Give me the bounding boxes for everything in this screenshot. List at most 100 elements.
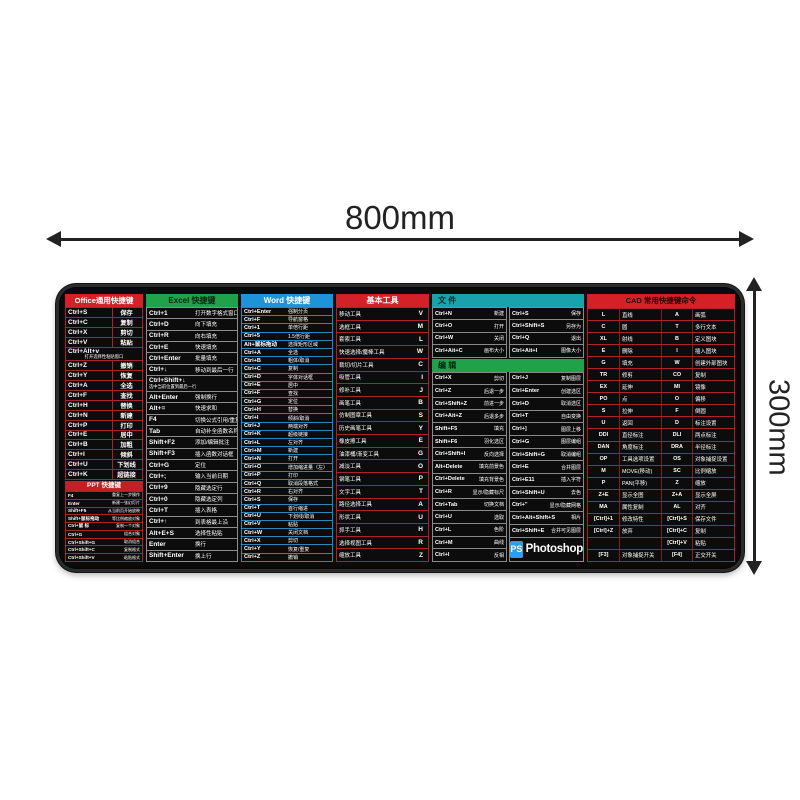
shortcut-label: 移动到最后一行 xyxy=(195,367,234,374)
shortcut-row: Ctrl+Shift+G 取消编组 xyxy=(510,449,583,462)
shortcut-key: Ctrl+T xyxy=(512,413,529,420)
shortcut-row: Ctrl+H 替换 xyxy=(242,406,332,415)
shortcut-label: 直线 xyxy=(619,309,661,321)
shortcut-key: Ctrl+D xyxy=(512,400,529,407)
shortcut-row: Ctrl+Enter 批量填充 xyxy=(147,353,237,365)
shortcut-key: Ctrl+Shift+V xyxy=(68,555,95,561)
shortcut-row: Ctrl+G 定位 xyxy=(147,460,237,472)
shortcut-label: 保存 xyxy=(570,311,581,318)
shortcut-row: Shift+鼠标拖动 等比例缩放对象 xyxy=(66,515,142,524)
shortcut-key: Ctrl+Shift+C xyxy=(68,547,95,553)
cad-row: [Ctrl]+Z 放弃 [Ctrl]+C 复制 xyxy=(588,525,734,538)
shortcut-row: Ctrl+S 保存 xyxy=(242,496,332,505)
shortcut-label: 等比例缩放对象 xyxy=(112,515,140,521)
shortcut-row: Ctrl+1 单倍行距 xyxy=(242,324,332,333)
shortcut-key: G xyxy=(601,359,606,366)
cad-row: DAN 角度标注 DRA 半径标注 xyxy=(588,441,734,454)
shortcut-key: Z+A xyxy=(661,489,692,501)
shortcut-key: S xyxy=(418,411,423,419)
shortcut-label: 填充背景色 xyxy=(478,476,504,483)
edit-shortcut-list-right: Ctrl+J 复制图层 Ctrl+Enter 创建选区 Ctrl+D 取消选区 Ctrl+T… xyxy=(509,371,584,562)
shortcut-key: H xyxy=(418,526,423,534)
shortcut-label: 合并可见图层 xyxy=(550,528,581,535)
shortcut-key: Alt+E+S xyxy=(149,529,174,537)
shortcut-row: Ctrl+Shift+V 粘贴格式 xyxy=(66,554,142,562)
shortcut-key: Ctrl+R xyxy=(149,332,169,340)
shortcut-label: 文字工具 xyxy=(339,489,362,496)
shortcut-row: Ctrl+9 隐藏选定行 xyxy=(147,483,237,494)
shortcut-label: 查找 xyxy=(112,391,140,400)
shortcut-label: 选择视图工具 xyxy=(339,540,373,547)
shortcut-row: Ctrl+U 选取 xyxy=(433,511,506,525)
shortcut-key: Ctrl+X xyxy=(435,375,452,382)
shortcut-label: 关闭文档 xyxy=(288,530,309,537)
shortcut-key: Ctrl+Enter xyxy=(149,354,181,362)
shortcut-row: Ctrl+K 超链接 xyxy=(66,470,142,480)
shortcut-key: Alt+Delete xyxy=(435,463,463,470)
shortcut-key: Alt+鼠标拖动 xyxy=(244,342,278,349)
shortcut-row: 减淡工具 O xyxy=(337,460,428,474)
shortcut-row: Ctrl+1 打开数字格式窗口 xyxy=(147,308,237,320)
shortcut-row: Ctrl+Alt+Shift+S 相片 xyxy=(510,512,583,525)
column-basic-tools: 基本工具 移动工具 V 选框工具 M 套索工具 L 快速选择/魔棒工具 W 裁切/切片工具 C 吸管… xyxy=(336,294,429,563)
shortcut-label: 合并图层 xyxy=(560,464,581,471)
shortcut-row: Ctrl+0 隐藏选定列 xyxy=(147,494,237,506)
shortcut-row: Ctrl+N 打开 xyxy=(242,455,332,464)
shortcut-key: A xyxy=(661,309,692,321)
shortcut-row: Ctrl+G 组合对象 xyxy=(66,531,142,539)
shortcut-row: Ctrl+B 粗体/取消 xyxy=(242,357,332,366)
shortcut-key: OP xyxy=(599,456,608,463)
shortcut-key: Shift+F6 xyxy=(435,438,458,445)
shortcut-label: 缩放 xyxy=(692,477,734,489)
shortcut-row: Ctrl+Enter 创建选区 xyxy=(510,385,583,398)
shortcut-key: [Ctrl]+C xyxy=(661,525,692,537)
shortcut-row: Ctrl+Y 恢复/重复 xyxy=(242,545,332,554)
shortcut-label: 导航窗格 xyxy=(288,317,309,324)
shortcut-row: Alt+= 快速求和 xyxy=(147,403,237,415)
shortcut-key: O xyxy=(661,393,692,405)
shortcut-row: Shift+F5 从当前页开始放映 xyxy=(66,508,142,516)
shortcut-key: C xyxy=(418,361,423,369)
shortcut-key: EX xyxy=(599,383,608,390)
shortcut-key: P xyxy=(601,480,606,487)
edit-section-title: 编 辑 xyxy=(432,358,584,372)
shortcut-label: 字体对话框 xyxy=(288,374,314,381)
shortcut-label: 点 xyxy=(619,393,661,405)
shortcut-label: 粘贴格式 xyxy=(124,554,140,560)
shortcut-label: 取消段落格式 xyxy=(288,481,319,488)
column-cad: CAD 常用快捷键命令 L 直线 A 画弧 C 圆 T 多行文本 XL 射线 B 定义图块 E 删除 I 插入… xyxy=(587,294,735,562)
shortcut-row: Ctrl+I 倾斜/取消 xyxy=(242,414,332,423)
shortcut-key: L xyxy=(601,311,606,318)
shortcut-label: 另存为 xyxy=(565,323,581,330)
shortcut-key: OS xyxy=(661,453,692,465)
shortcut-label: 撤销 xyxy=(288,554,299,561)
shortcut-label: 相片 xyxy=(570,515,581,522)
shortcut-row: Ctrl+Ait+I 图像大小 xyxy=(510,345,583,358)
shortcut-key: Ctrl+H xyxy=(244,406,261,413)
cad-row: U 返回 D 标注设置 xyxy=(588,417,734,430)
shortcut-key: Ctrl+Ait+C xyxy=(435,347,463,354)
shortcut-key: Ctrl+Ait+I xyxy=(512,347,538,354)
shortcut-label: 从当前页开始放映 xyxy=(108,507,140,513)
shortcut-label: 全选 xyxy=(288,350,299,357)
shortcut-label: 减淡工具 xyxy=(339,464,362,471)
shortcut-label: 裁切/切片工具 xyxy=(339,362,374,369)
shortcut-row: Ctrl+Shift+U 去色 xyxy=(510,487,583,500)
shortcut-row: Ctrl+E 快速填充 xyxy=(147,342,237,354)
shortcut-label: 新建一张幻灯片 xyxy=(112,500,140,506)
shortcut-row: Ctrl+D 取消选区 xyxy=(510,398,583,411)
shortcut-key: Ctrl+L xyxy=(435,526,452,533)
shortcut-key xyxy=(588,538,619,549)
shortcut-key: Ctrl+W xyxy=(435,335,454,342)
shortcut-key: Ctrl+W xyxy=(244,529,263,536)
shortcut-key: I xyxy=(661,345,692,357)
shortcut-key: Ctrl+Shift+↓ xyxy=(149,377,186,385)
shortcut-key: E xyxy=(601,347,606,354)
shortcut-label: 向下填充 xyxy=(195,322,218,329)
shortcut-row: Ctrl+B 加粗 xyxy=(66,440,142,451)
shortcut-row: Ctrl+Ait+Z 后退多步 xyxy=(433,410,506,424)
shortcut-key: Ctrl+Alt+v xyxy=(68,347,100,355)
shortcut-row: Ctrl+L 左对齐 xyxy=(242,439,332,448)
shortcut-label: 属性复制 xyxy=(619,501,661,513)
shortcut-row: 修补工具 J xyxy=(337,384,428,397)
